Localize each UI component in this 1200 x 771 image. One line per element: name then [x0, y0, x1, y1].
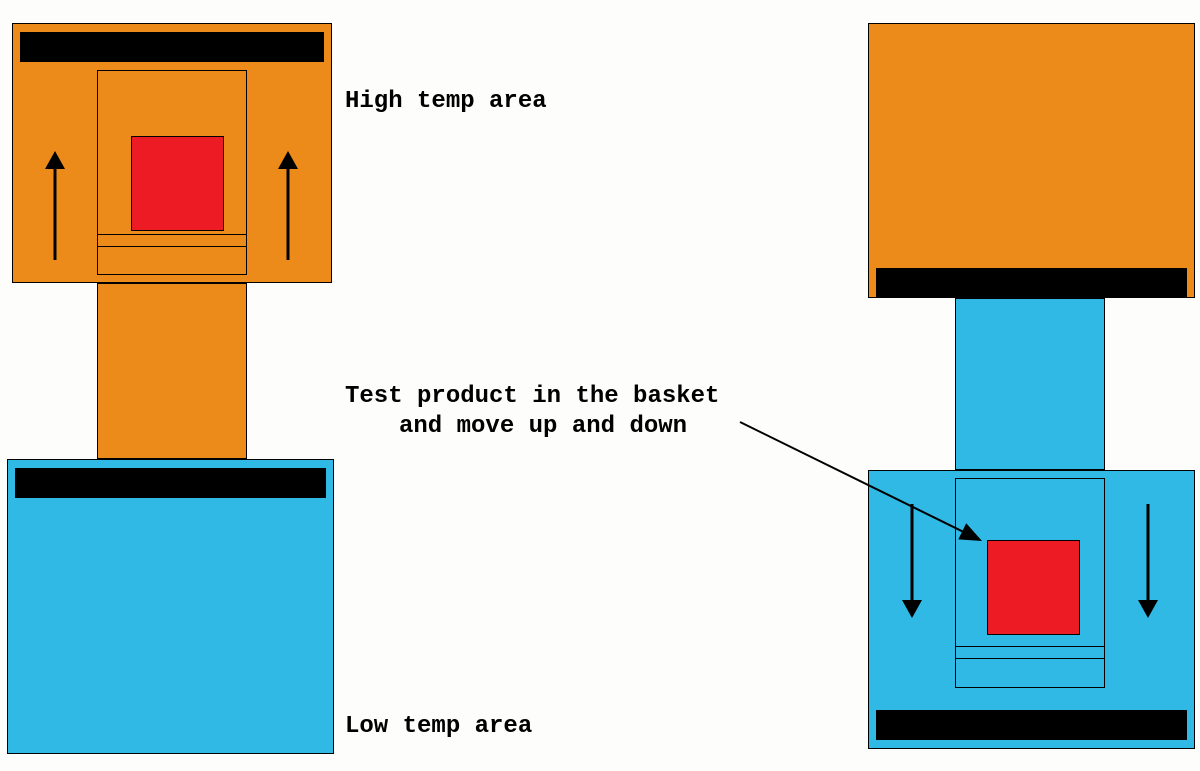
label-pointer-arrow: [0, 0, 1200, 771]
